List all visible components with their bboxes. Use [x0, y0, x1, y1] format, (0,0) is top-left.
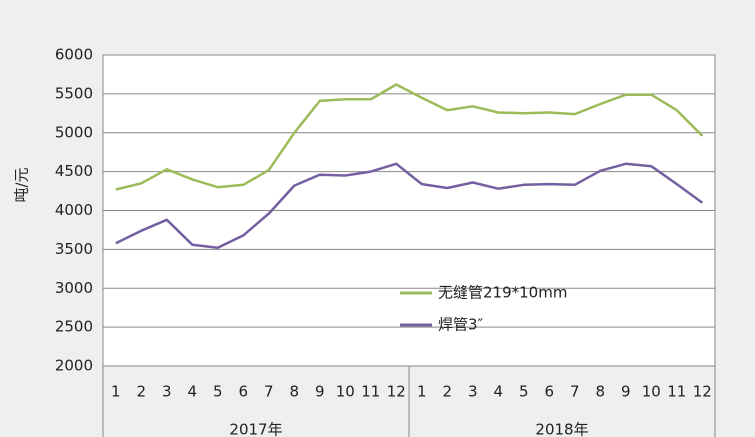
x-tick-label: 3 — [468, 383, 478, 401]
x-tick-label: 6 — [238, 383, 248, 401]
legend-label: 焊管3″ — [438, 316, 484, 334]
x-tick-label: 7 — [264, 383, 274, 401]
x-tick-label: 11 — [361, 383, 380, 401]
x-tick-label: 10 — [642, 383, 661, 401]
x-tick-label: 11 — [667, 383, 686, 401]
series-line — [115, 162, 704, 250]
y-tick-label: 2500 — [55, 318, 93, 336]
x-tick-label: 7 — [570, 383, 580, 401]
x-tick-label: 1 — [417, 383, 427, 401]
y-tick-label: 4000 — [55, 201, 93, 219]
x-tick-label: 5 — [519, 383, 529, 401]
y-tick-label: 5000 — [55, 123, 93, 141]
group-label: 2018年 — [535, 421, 588, 437]
group-label: 2017年 — [229, 421, 282, 437]
x-tick-label: 6 — [544, 383, 554, 401]
x-tick-label: 3 — [162, 383, 172, 401]
x-tick-label: 10 — [336, 383, 355, 401]
x-tick-label: 5 — [213, 383, 223, 401]
x-tick-label: 8 — [289, 383, 299, 401]
x-tick-label: 8 — [595, 383, 605, 401]
x-tick-label: 12 — [387, 383, 406, 401]
y-tick-label: 3500 — [55, 240, 93, 258]
series-line — [115, 83, 704, 191]
y-tick-label: 3000 — [55, 279, 93, 297]
x-tick-label: 2 — [136, 383, 146, 401]
x-tick-label: 1 — [111, 383, 121, 401]
y-tick-label: 4500 — [55, 162, 93, 180]
x-tick-label: 12 — [693, 383, 712, 401]
x-tick-label: 4 — [493, 383, 503, 401]
x-tick-label: 4 — [187, 383, 197, 401]
legend-label: 无缝管219*10mm — [438, 284, 567, 302]
x-tick-label: 2 — [442, 383, 452, 401]
y-axis-label: 吨/元 — [13, 167, 31, 202]
y-tick-label: 2000 — [55, 357, 93, 375]
x-tick-label: 9 — [315, 383, 325, 401]
y-tick-label: 5500 — [55, 84, 93, 102]
y-tick-label: 6000 — [55, 46, 93, 64]
x-tick-label: 9 — [621, 383, 631, 401]
